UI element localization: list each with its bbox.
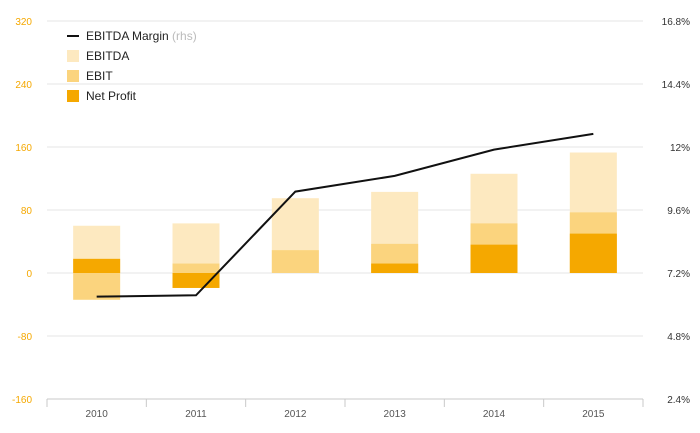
- right-axis-tick-label: 14.4%: [662, 80, 690, 91]
- left-axis-tick-label: 240: [15, 80, 32, 91]
- x-axis-tick-label: 2013: [384, 409, 407, 420]
- ebitda-margin-line: [96, 132, 594, 298]
- net-profit-bar: [73, 258, 121, 273]
- legend-label: EBITDA Margin (rhs): [86, 29, 197, 43]
- legend-square-swatch-icon: [67, 90, 79, 102]
- left-axis-tick-label: 80: [21, 206, 33, 217]
- legend-square-swatch-icon: [67, 70, 79, 82]
- legend-label: Net Profit: [86, 89, 137, 103]
- ebitda-margin-line-group: [96, 132, 594, 298]
- ebit-bar: [271, 250, 319, 273]
- legend-label-suffix: (rhs): [169, 29, 197, 43]
- legend-square-swatch-icon: [67, 50, 79, 62]
- right-axis-tick-label: 16.8%: [662, 17, 690, 28]
- legend-label: EBITDA: [86, 49, 129, 63]
- left-axis-tick-label: 0: [26, 269, 32, 280]
- x-axis-tick-label: 2012: [284, 409, 307, 420]
- x-axis-tick-label: 2014: [483, 409, 506, 420]
- x-axis-tick-label: 2010: [86, 409, 109, 420]
- right-axis-tick-label: 2.4%: [667, 395, 690, 406]
- x-axis-tick-label: 2015: [582, 409, 605, 420]
- legend: EBITDA Margin (rhs) EBITDA EBIT Net Profit: [67, 29, 197, 103]
- ebit-bar: [73, 273, 121, 300]
- right-axis-tick-label: 12%: [670, 143, 690, 154]
- net-profit-bar: [371, 263, 419, 273]
- legend-label: EBIT: [86, 69, 113, 83]
- x-axis-tick-label: 2011: [185, 409, 207, 420]
- ebit-bar: [172, 263, 220, 273]
- net-profit-bar: [569, 233, 617, 273]
- net-profit-bar: [172, 273, 220, 288]
- right-axis-tick-label: 4.8%: [667, 332, 690, 343]
- left-axis-tick-label: -80: [18, 332, 33, 343]
- right-axis-tick-label: 7.2%: [667, 269, 690, 280]
- left-axis-tick-label: 320: [15, 17, 32, 28]
- axes: 320 240 160 80 0 -80 -160 16.8% 14.4% 12% 9.6% 7.2%…: [12, 17, 690, 420]
- right-axis-tick-label: 9.6%: [667, 206, 690, 217]
- left-axis-tick-label: -160: [12, 395, 32, 406]
- left-axis-tick-label: 160: [15, 143, 32, 154]
- net-profit-bar: [470, 244, 518, 273]
- grid-lines: [47, 20, 643, 337]
- bars: [73, 152, 617, 300]
